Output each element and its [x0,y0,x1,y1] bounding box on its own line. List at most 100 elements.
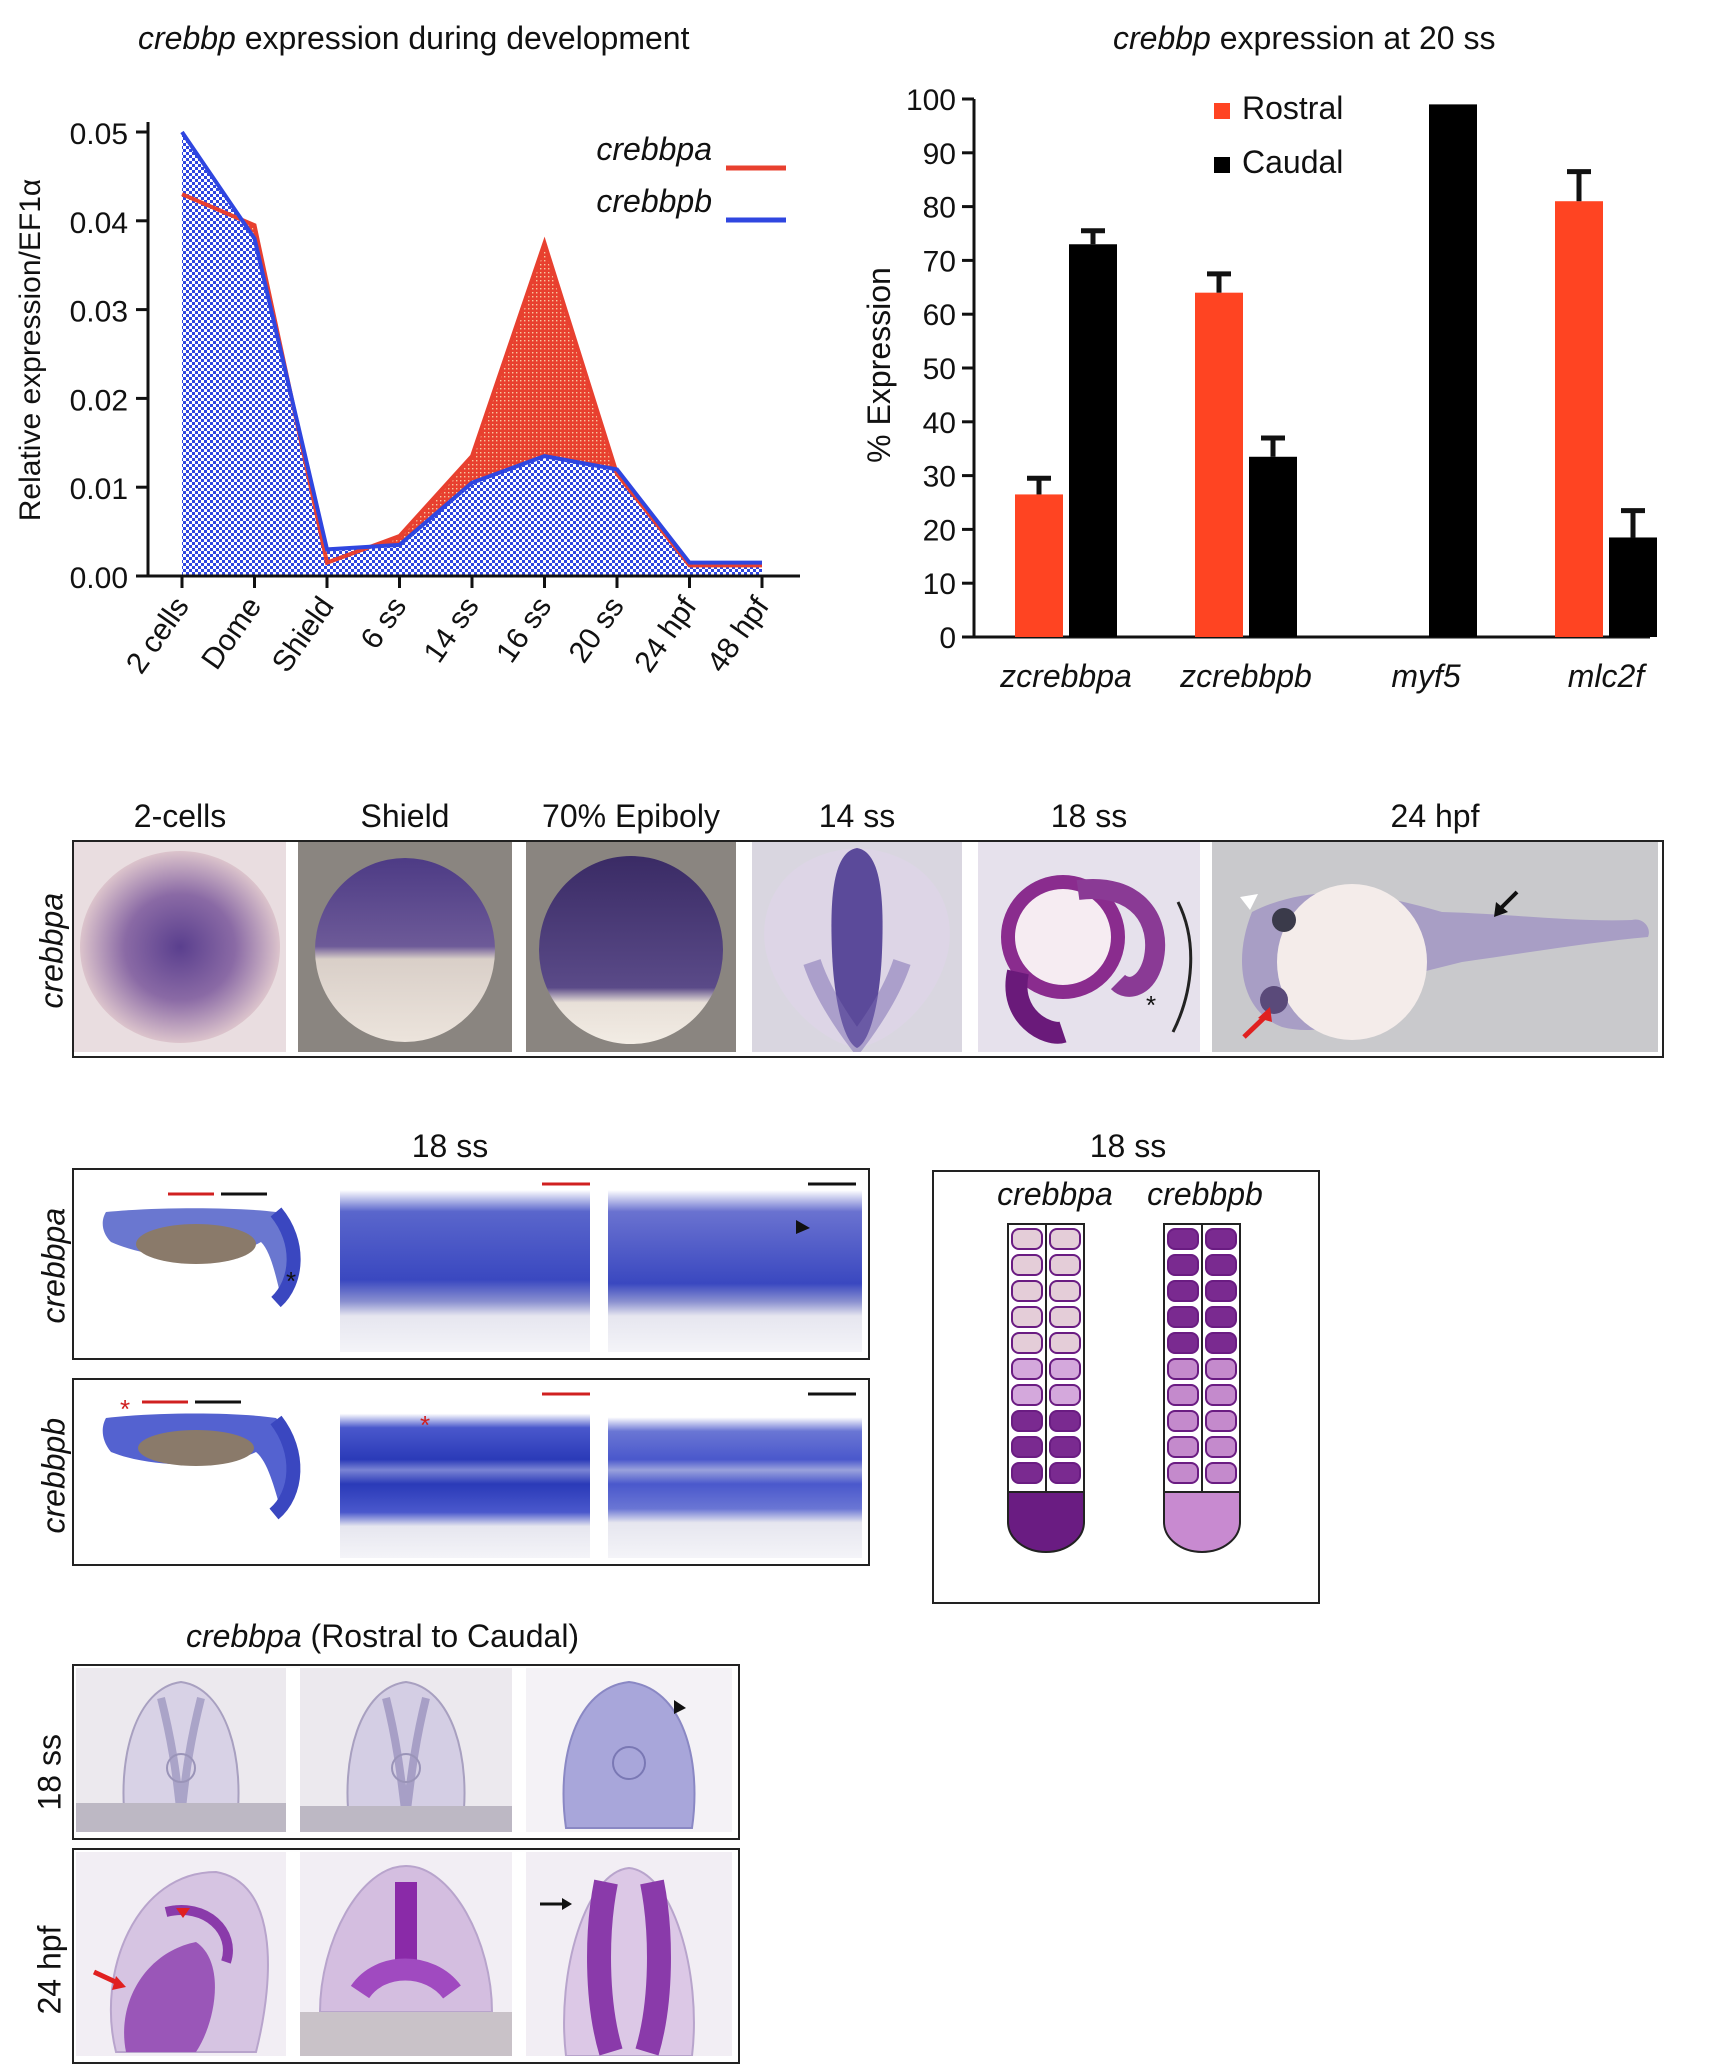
legend-rostral-swatch [1214,103,1230,119]
schematic-crebbpa-somite [1011,1384,1043,1406]
panel-c-stage-label: 70% Epiboly [542,798,720,834]
schematic-crebbpb-somite [1167,1358,1199,1380]
schematic-crebbpa-somite [1011,1358,1043,1380]
schematic-crebbpa-somite [1011,1228,1043,1250]
chart-b-x-tick-label: mlc2f [1568,658,1648,694]
crebbpb-line [180,130,762,565]
legend-rostral-label: Rostral [1242,90,1343,126]
chart-a-title: crebbp expression during development [138,20,690,56]
panel-c-stage-label: 2-cells [133,798,227,834]
panel-c-separator [1200,842,1212,1052]
chart-a-y-tick-label: 0.01 [70,473,128,506]
schematic-crebbpa-somite [1011,1254,1043,1276]
panel-c-separators [286,842,298,1052]
crebbpb-caudal-closeup-image [608,1382,862,1558]
schematic-crebbpb-somite [1205,1228,1237,1250]
chart-b: 0 10 20 30 40 50 60 70 80 90 100 % Expression zcrebb… [861,84,1657,694]
chart-b-y-tick-label: 100 [906,84,956,117]
chart-a-x-tick-label: Shield [266,591,341,678]
schematic-crebbpb-tailbud [1163,1491,1241,1553]
chart-b-y-tick-label: 60 [923,299,956,332]
section-24hpf-rostral-image [76,1852,286,2056]
chart-a-x-tick-label: 20 ss [563,591,631,669]
schematic-crebbpa-somite [1011,1332,1043,1354]
panel-e-stage-label: 18 ss [1089,1128,1167,1164]
chart-b-y-tick-label: 0 [939,622,956,655]
panel-c-row-label: crebbpa [33,892,70,1009]
chart-b-y-tick-label: 70 [923,245,956,278]
embryo-14-ss-image [752,842,962,1052]
panel-c-stage-label: 24 hpf [1390,798,1480,834]
chart-b-y-tick-label: 40 [923,407,956,440]
somite-schematic [1007,1223,1241,1553]
crebbpb-area [182,132,762,576]
legend-caudal-label: Caudal [1242,144,1343,180]
schematic-crebbpa-somite [1049,1462,1081,1484]
schematic-crebbpa-somite [1049,1280,1081,1302]
schematic-crebbpa-somite [1011,1410,1043,1432]
embryo-18-ss-image: * [978,842,1200,1052]
bar-caudal-myf5 [1429,104,1477,637]
chart-b-y-tick-label: 10 [923,568,956,601]
section-24hpf-caudal-image [526,1852,732,2056]
embryo-2-cells-image [74,842,286,1052]
chart-b-title: crebbp expression at 20 ss [1113,20,1496,56]
schematic-crebbpa-somite [1049,1332,1081,1354]
chart-b-x-tick-label: myf5 [1391,658,1461,694]
bar-rostral-zcrebbpb [1195,292,1243,637]
bar-caudal-mlc2f [1609,537,1657,637]
embryo-shield-image [298,842,512,1052]
svg-text:*: * [286,1266,296,1296]
section-18ss-caudal-image [526,1668,732,1832]
panel-d-row-2-label: crebbpb [35,1417,72,1534]
chart-a-y-tick-label: 0.02 [70,384,128,417]
legend-crebbpa-label: crebbpa [596,131,712,167]
section-18ss-mid-image [300,1668,512,1832]
schematic-crebbpb-somite [1205,1332,1237,1354]
schematic-crebbpb-somite [1205,1462,1237,1484]
panel-c-stage-label: 18 ss [1050,798,1128,834]
chart-b-y-tick-label: 30 [923,461,956,494]
schematic-crebbpa-somite [1011,1436,1043,1458]
schematic-crebbpb-somite [1167,1436,1199,1458]
bar-rostral-mlc2f [1555,201,1603,637]
chart-a-y-label: Relative expression/EF1α [14,179,47,522]
svg-text:*: * [420,1410,430,1440]
schematic-crebbpa-somite [1011,1462,1043,1484]
bar-rostral-zcrebbpa [1015,494,1063,637]
chart-b-y-tick-label: 90 [923,138,956,171]
svg-text:*: * [120,1394,130,1424]
panel-f-title: crebbpa (Rostral to Caudal) [186,1618,580,1654]
chart-a-x-tick-label: 2 cells [120,591,196,680]
schematic-crebbpb-somite [1167,1254,1199,1276]
bar-caudal-zcrebbpb [1249,456,1297,637]
chart-b-y-label: % Expression [861,267,897,463]
chart-b-y-tick-label: 20 [923,514,956,547]
svg-text:*: * [1146,990,1156,1020]
schematic-crebbpb-somite [1167,1384,1199,1406]
chart-a-y-tick-label: 0.04 [70,207,128,240]
schematic-crebbpb-somite [1167,1306,1199,1328]
panel-c-stage-label: 14 ss [818,798,896,834]
schematic-crebbpa-somite [1049,1358,1081,1380]
schematic-crebbpa-somite [1049,1254,1081,1276]
schematic-crebbpa-somite [1049,1384,1081,1406]
embryo-70-epiboly-image [526,842,736,1052]
chart-b-x-tick-label: zcrebbpb [1179,658,1312,694]
crebbpa-caudal-closeup-image [608,1172,862,1352]
schematic-crebbpb-somite [1167,1228,1199,1250]
chart-a-x-tick-label: 14 ss [418,591,486,669]
schematic-crebbpa-somite [1049,1306,1081,1328]
schematic-crebbpb-somite [1205,1358,1237,1380]
schematic-crebbpb-somite [1205,1306,1237,1328]
schematic-crebbpb-somite [1167,1280,1199,1302]
chart-a-x-tick-label: 16 ss [490,591,558,669]
panel-f-row-2-label: 24 hpf [31,1925,68,2015]
schematic-crebbpb-somite [1205,1254,1237,1276]
chart-a-x-tick-label: 6 ss [355,591,414,655]
panel-f-row-1-label: 18 ss [31,1734,68,1811]
panel-c-separator [962,842,978,1052]
chart-a: 0.00 0.01 0.02 0.03 0.04 0.05 2 cells DomeShiel… [14,118,800,680]
schematic-crebbpa-somite [1011,1280,1043,1302]
schematic-crebbpb-somite [1167,1462,1199,1484]
